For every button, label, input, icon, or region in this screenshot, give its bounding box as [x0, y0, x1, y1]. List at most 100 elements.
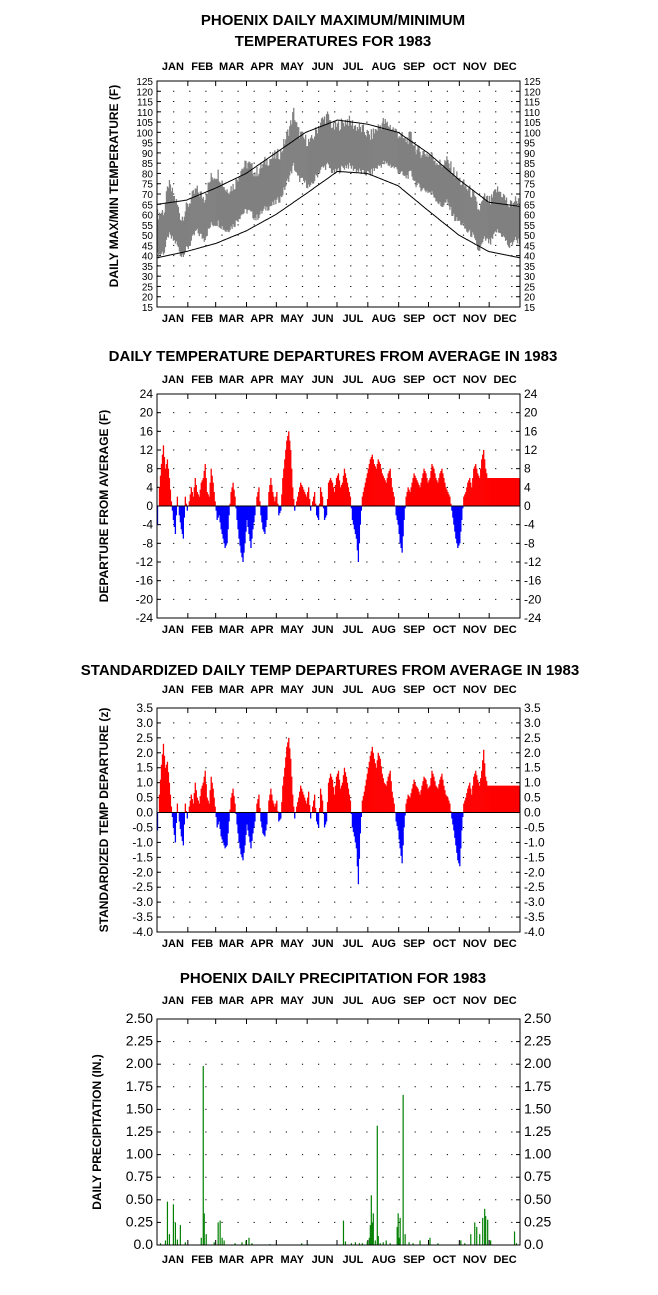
- precip-month-label-top: APR: [250, 995, 273, 1007]
- temp-month-label-bottom: AUG: [372, 313, 396, 325]
- temp-month-label-top: NOV: [463, 61, 488, 73]
- temp-ytick-label-left: 55: [142, 221, 154, 232]
- std-month-label-bottom: FEB: [191, 938, 213, 950]
- depart-ytick-label-left: -24: [136, 611, 154, 625]
- depart-month-label-top: MAR: [219, 374, 244, 386]
- temp-ytick-label-right: 60: [524, 211, 536, 222]
- temp-ytick-label-left: 35: [142, 262, 154, 273]
- precip-ytick-label-right: 0.75: [524, 1168, 551, 1184]
- precip-ytick-label-left: 2.00: [126, 1055, 153, 1071]
- precip-month-label-bottom: NOV: [463, 1254, 488, 1266]
- precip-month-label-bottom: MAY: [281, 1254, 305, 1266]
- depart-month-label-top: MAY: [281, 374, 305, 386]
- std-month-label-bottom: AUG: [372, 938, 396, 950]
- precip-month-label-bottom: JUL: [343, 1254, 364, 1266]
- std-ytick-label-right: -2.5: [524, 880, 545, 894]
- temp-ytick-label-right: 35: [524, 262, 536, 273]
- depart-month-label-top: AUG: [372, 374, 396, 386]
- temp-ytick-label-right: 30: [524, 272, 536, 283]
- std-ytick-label-left: -0.5: [132, 820, 153, 834]
- precip-month-label-bottom: AUG: [372, 1254, 396, 1266]
- std-ytick-label-right: -1.0: [524, 835, 545, 849]
- std-ytick-label-left: 1.5: [136, 761, 153, 775]
- depart-month-label-bottom: JUL: [343, 624, 364, 636]
- std-month-label-top: MAY: [281, 684, 305, 696]
- std-ytick-label-left: 0.0: [136, 806, 153, 820]
- depart-month-label-bottom: SEP: [403, 624, 425, 636]
- temp-ytick-label-right: 20: [524, 293, 536, 304]
- precip-month-label-top: DEC: [493, 995, 516, 1007]
- temp-ytick-label-left: 50: [142, 231, 154, 242]
- depart-ytick-label-left: 16: [140, 424, 154, 438]
- std-month-label-top: AUG: [372, 684, 396, 696]
- std-ytick-label-right: -2.0: [524, 865, 545, 879]
- std-month-label-bottom: DEC: [493, 938, 516, 950]
- depart-ytick-label-left: 12: [140, 443, 154, 457]
- temp-ytick-label-left: 40: [142, 252, 154, 263]
- std-month-label-bottom: JUN: [312, 938, 334, 950]
- depart-month-label-bottom: JAN: [162, 624, 184, 636]
- precip-month-label-top: OCT: [433, 995, 457, 1007]
- temp-ytick-label-left: 115: [137, 98, 153, 109]
- depart-ytick-label-right: -16: [524, 574, 542, 588]
- temp-ytick-label-right: 105: [524, 118, 541, 129]
- depart-ytick-label-right: -8: [524, 536, 535, 550]
- std-month-label-top: FEB: [191, 684, 213, 696]
- temp-ytick-label-left: 30: [142, 272, 154, 283]
- depart-month-label-top: FEB: [191, 374, 213, 386]
- temp-ytick-label-right: 55: [524, 221, 536, 232]
- depart-bars: [156, 431, 521, 562]
- std-ytick-label-left: -2.5: [132, 880, 153, 894]
- temp-month-label-top: OCT: [433, 61, 457, 73]
- depart-month-label-bottom: MAR: [219, 624, 244, 636]
- depart-ytick-label-right: 0: [524, 499, 531, 513]
- temp-chart-title-line-2: TEMPERATURES FOR 1983: [235, 33, 431, 50]
- std-month-label-top: MAR: [219, 684, 244, 696]
- precip-ytick-label-right: 0.0: [524, 1236, 544, 1252]
- temp-month-label-top: FEB: [191, 61, 213, 73]
- std-month-label-bottom: NOV: [463, 938, 488, 950]
- std-ytick-label-left: -3.0: [132, 895, 153, 909]
- depart-ytick-label-right: 12: [524, 443, 538, 457]
- precip-plot-border: [156, 1018, 521, 1246]
- temp-ytick-label-left: 60: [142, 211, 154, 222]
- depart-ytick-label-left: 8: [146, 462, 153, 476]
- temp-month-label-top: SEP: [403, 61, 425, 73]
- precip-month-label-bottom: APR: [250, 1254, 273, 1266]
- precip-month-label-bottom: SEP: [403, 1254, 425, 1266]
- depart-ytick-label-left: 24: [140, 387, 154, 401]
- std-ytick-label-right: -3.0: [524, 895, 545, 909]
- temp-ytick-label-right: 25: [524, 282, 536, 293]
- temp-ytick-label-left: 90: [142, 149, 154, 160]
- temp-month-label-top: MAY: [281, 61, 305, 73]
- depart-ytick-label-left: 0: [146, 499, 153, 513]
- depart-month-label-bottom: APR: [250, 624, 273, 636]
- temp-ytick-label-left: 75: [142, 180, 154, 191]
- precip-month-label-top: JUL: [343, 995, 364, 1007]
- temp-month-label-bottom: SEP: [403, 313, 425, 325]
- std-month-label-top: JUL: [343, 684, 364, 696]
- precip-month-label-bottom: FEB: [191, 1254, 213, 1266]
- depart-ytick-label-left: -8: [142, 536, 153, 550]
- temp-ytick-label-right: 15: [524, 303, 536, 314]
- depart-month-label-bottom: MAY: [281, 624, 305, 636]
- depart-month-label-top: NOV: [463, 374, 488, 386]
- std-ytick-label-right: -0.5: [524, 820, 545, 834]
- std-ytick-label-left: -3.5: [132, 910, 153, 924]
- precip-ytick-label-right: 2.50: [524, 1010, 551, 1026]
- depart-month-label-top: JUL: [343, 374, 364, 386]
- temp-ytick-label-left: 110: [137, 108, 153, 119]
- temp-ytick-label-right: 50: [524, 231, 536, 242]
- temp-ytick-label-left: 70: [142, 190, 154, 201]
- precip-ytick-label-right: 0.25: [524, 1213, 551, 1229]
- std-ytick-label-right: 0.0: [524, 806, 541, 820]
- temp-month-label-bottom: NOV: [463, 313, 488, 325]
- temp-ytick-label-left: 80: [142, 169, 154, 180]
- depart-ytick-label-left: -20: [136, 592, 154, 606]
- depart-ytick-label-right: 16: [524, 424, 538, 438]
- depart-month-label-top: APR: [250, 374, 273, 386]
- precip-ytick-label-left: 2.25: [126, 1033, 153, 1049]
- precip-ytick-label-left: 1.00: [126, 1146, 153, 1162]
- depart-month-label-bottom: DEC: [493, 624, 516, 636]
